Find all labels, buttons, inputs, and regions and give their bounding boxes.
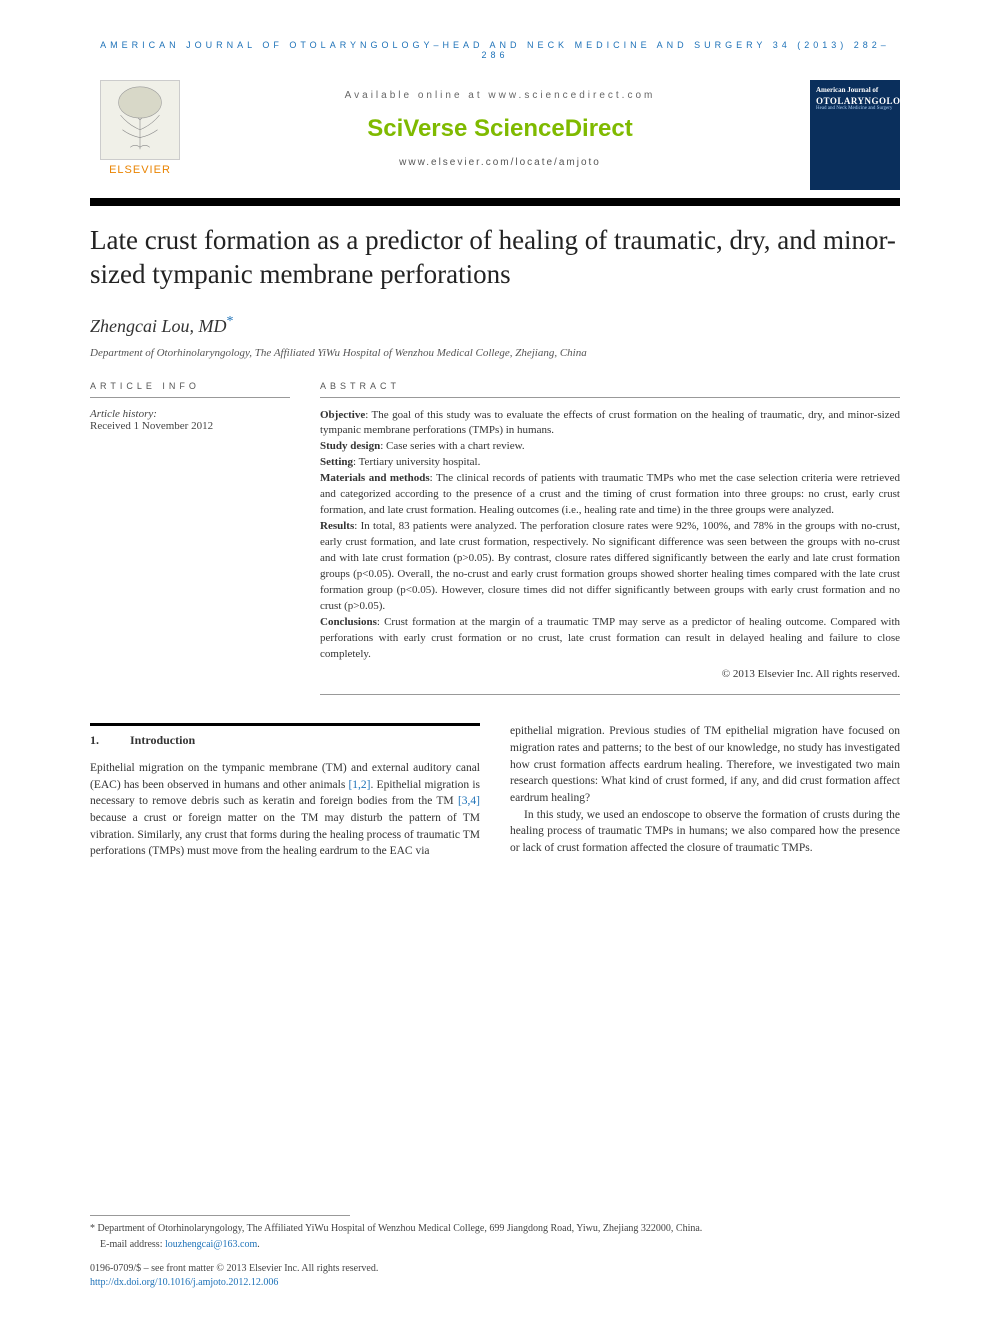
intro-heading: 1.Introduction (90, 723, 480, 749)
author-text: Zhengcai Lou, MD (90, 316, 227, 336)
cover-title: OTOLARYNGOLOGY (816, 96, 894, 106)
methods-label: Materials and methods (320, 472, 430, 484)
elsevier-tree-icon (100, 80, 180, 160)
conclusions-label: Conclusions (320, 616, 377, 628)
abstract-rule (320, 397, 900, 398)
abstract-body: Objective: The goal of this study was to… (320, 408, 900, 683)
conclusions-text: : Crust formation at the margin of a tra… (320, 616, 900, 660)
affiliation: Department of Otorhinolaryngology, The A… (90, 347, 900, 359)
abstract-bottom-rule (320, 694, 900, 695)
column-left: 1.Introduction Epithelial migration on t… (90, 723, 480, 859)
corresponding-mark: * (227, 314, 234, 329)
intro-p1c: because a crust or foreign matter on the… (90, 812, 480, 857)
title-rule (90, 198, 900, 206)
sciverse-logo: SciVerse ScienceDirect (190, 115, 810, 143)
elsevier-logo-block: ELSEVIER (90, 80, 190, 176)
email-footnote: E-mail address: louzhengcai@163.com. (90, 1238, 900, 1252)
author-name: Zhengcai Lou, MD* (90, 314, 900, 337)
footnote-rule (90, 1215, 350, 1216)
results-label: Results (320, 520, 354, 532)
available-online-text: Available online at www.sciencedirect.co… (190, 90, 810, 101)
sciencedirect-block: Available online at www.sciencedirect.co… (190, 80, 810, 168)
elsevier-label: ELSEVIER (90, 164, 190, 176)
correspondence-text: Department of Otorhinolaryngology, The A… (98, 1223, 703, 1234)
objective-text: : The goal of this study was to evaluate… (320, 409, 900, 437)
info-abstract-row: ARTICLE INFO Article history: Received 1… (90, 381, 900, 696)
doi-link[interactable]: http://dx.doi.org/10.1016/j.amjoto.2012.… (90, 1276, 900, 1290)
article-info-block: ARTICLE INFO Article history: Received 1… (90, 381, 290, 696)
correspondence-footnote: * Department of Otorhinolaryngology, The… (90, 1222, 900, 1236)
column-right: epithelial migration. Previous studies o… (510, 723, 900, 859)
received-date: Received 1 November 2012 (90, 420, 290, 432)
cover-subtitle: Head and Neck Medicine and Surgery (816, 106, 894, 111)
history-label: Article history: (90, 408, 290, 420)
setting-text: : Tertiary university hospital. (353, 456, 480, 468)
intro-p2: epithelial migration. Previous studies o… (510, 723, 900, 806)
article-info-label: ARTICLE INFO (90, 381, 290, 391)
ref-link-3-4[interactable]: [3,4] (458, 795, 480, 807)
article-title: Late crust formation as a predictor of h… (90, 224, 900, 292)
ref-link-1-2[interactable]: [1,2] (348, 779, 370, 791)
design-label: Study design (320, 440, 380, 452)
section-number: 1. (90, 732, 130, 749)
intro-p3: In this study, we used an endoscope to o… (510, 807, 900, 857)
issn-doi-block: 0196-0709/$ – see front matter © 2013 El… (90, 1262, 900, 1290)
section-title: Introduction (130, 733, 195, 747)
journal-cover: American Journal of OTOLARYNGOLOGY Head … (810, 80, 900, 190)
abstract-label: ABSTRACT (320, 381, 900, 391)
email-link[interactable]: louzhengcai@163.com (165, 1239, 257, 1250)
email-label: E-mail address: (100, 1239, 165, 1250)
setting-label: Setting (320, 456, 353, 468)
info-rule (90, 397, 290, 398)
issn-line: 0196-0709/$ – see front matter © 2013 El… (90, 1262, 900, 1276)
footnote-asterisk: * (90, 1223, 98, 1234)
abstract-block: ABSTRACT Objective: The goal of this stu… (320, 381, 900, 696)
copyright: © 2013 Elsevier Inc. All rights reserved… (320, 667, 900, 683)
journal-url[interactable]: www.elsevier.com/locate/amjoto (190, 157, 810, 168)
running-header: AMERICAN JOURNAL OF OTOLARYNGOLOGY–HEAD … (90, 40, 900, 60)
cover-prefix: American Journal of (816, 86, 894, 94)
body-columns: 1.Introduction Epithelial migration on t… (90, 723, 900, 859)
publisher-banner: ELSEVIER Available online at www.science… (90, 80, 900, 190)
design-text: : Case series with a chart review. (380, 440, 524, 452)
results-text: : In total, 83 patients were analyzed. T… (320, 520, 900, 612)
intro-p1: Epithelial migration on the tympanic mem… (90, 760, 480, 860)
footnotes: * Department of Otorhinolaryngology, The… (90, 1215, 900, 1290)
objective-label: Objective (320, 409, 365, 421)
